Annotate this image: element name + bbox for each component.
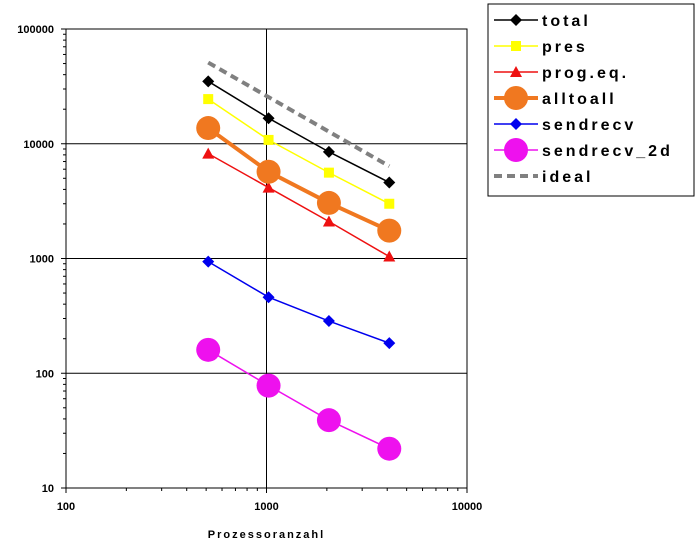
legend-marker — [510, 14, 522, 26]
data-point — [196, 337, 221, 362]
y-tick-label: 100 — [36, 368, 54, 380]
x-axis-title: Prozessoranzahl — [208, 529, 325, 541]
series-ideal — [207, 60, 391, 168]
data-point — [202, 75, 215, 88]
series-line — [207, 260, 390, 344]
gridlines — [63, 29, 467, 491]
legend-marker — [504, 86, 528, 110]
y-tick-label: 1000 — [30, 254, 54, 266]
series-pres — [203, 94, 395, 209]
data-point — [383, 176, 396, 189]
legend-marker — [510, 66, 522, 77]
data-point — [383, 337, 396, 350]
series-line — [207, 152, 390, 258]
legend-item: total — [494, 13, 591, 30]
legend-item: prog.eq. — [494, 65, 629, 82]
series-sendrecv_2d — [196, 337, 402, 461]
data-point — [262, 181, 275, 193]
series-total — [202, 75, 396, 189]
data-point — [196, 116, 221, 141]
series-line — [207, 98, 390, 205]
series-line — [207, 80, 390, 184]
legend-label: pres — [542, 39, 588, 56]
data-point — [322, 315, 335, 328]
legend-item: alltoall — [494, 86, 617, 110]
data-point — [256, 373, 281, 398]
data-point — [323, 167, 334, 178]
legend-label: sendrecv — [542, 117, 636, 134]
data-point — [316, 190, 341, 215]
legend-item: pres — [494, 39, 588, 56]
x-tick-label: 100 — [57, 501, 75, 513]
data-point — [384, 198, 395, 209]
legend-marker — [504, 138, 528, 162]
data-point — [202, 255, 215, 268]
data-point — [263, 134, 274, 145]
data-point — [262, 291, 275, 304]
y-tick-label: 100000 — [17, 24, 54, 36]
legend-label: alltoall — [542, 91, 617, 108]
data-point — [202, 147, 215, 159]
legend-label: total — [542, 13, 591, 30]
series-line — [207, 126, 391, 233]
x-tick-label: 1000 — [254, 501, 278, 513]
series-line — [207, 60, 391, 168]
series-lines — [196, 60, 402, 461]
x-tick-label: 10000 — [452, 501, 483, 513]
y-tick-label: 10 — [42, 483, 54, 495]
data-point — [256, 159, 281, 184]
series-alltoall — [196, 116, 402, 243]
legend: total pres prog.eq. alltoall sendrecv sendrec… — [487, 3, 695, 197]
series-prog.eq. — [202, 147, 396, 262]
data-point — [322, 145, 335, 158]
data-point — [322, 215, 335, 227]
series-line — [207, 349, 390, 450]
data-point — [383, 250, 396, 262]
y-tick-label: 10000 — [23, 139, 54, 151]
legend-item: ideal — [494, 169, 593, 186]
legend-label: sendrecv_2d — [542, 143, 673, 160]
legend-marker — [510, 118, 522, 130]
data-point — [316, 408, 341, 433]
legend-marker — [511, 41, 521, 51]
legend-item: sendrecv_2d — [494, 138, 673, 162]
legend-label: ideal — [542, 169, 593, 186]
data-point — [262, 112, 275, 125]
data-point — [203, 94, 214, 105]
data-point — [377, 218, 402, 243]
data-point — [377, 436, 402, 461]
legend-label: prog.eq. — [542, 65, 629, 82]
series-sendrecv — [202, 255, 396, 350]
legend-item: sendrecv — [494, 117, 636, 134]
